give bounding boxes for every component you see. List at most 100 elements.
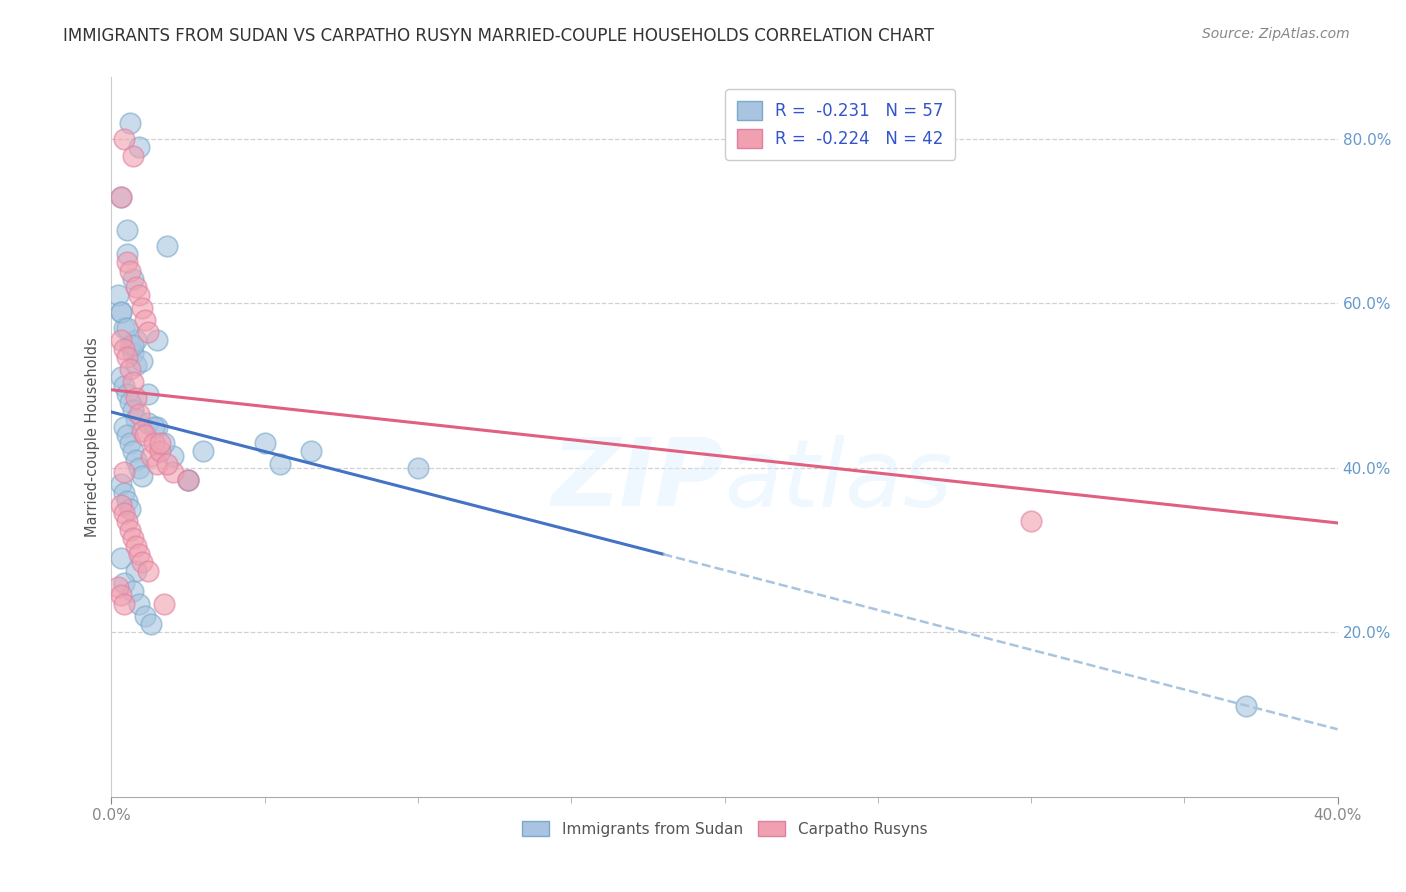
Point xyxy=(193,444,215,458)
Legend: R =  -0.231   N = 57, R =  -0.224   N = 42: R = -0.231 N = 57, R = -0.224 N = 42 xyxy=(725,89,955,160)
Point xyxy=(141,449,163,463)
Point xyxy=(118,395,141,409)
Point xyxy=(118,362,141,376)
Point xyxy=(136,416,159,430)
Point xyxy=(112,419,135,434)
Y-axis label: Married-couple Households: Married-couple Households xyxy=(86,337,100,537)
Point xyxy=(110,370,132,384)
Point xyxy=(146,419,169,434)
Point xyxy=(177,473,200,487)
Point xyxy=(118,523,141,537)
Point xyxy=(134,428,156,442)
Point xyxy=(1234,699,1257,714)
Point xyxy=(115,493,138,508)
Point xyxy=(177,473,200,487)
Point xyxy=(125,539,148,553)
Point xyxy=(128,597,150,611)
Point xyxy=(110,334,132,348)
Point xyxy=(122,148,145,162)
Point xyxy=(107,580,129,594)
Point xyxy=(125,391,148,405)
Point xyxy=(118,337,141,351)
Point xyxy=(112,321,135,335)
Point xyxy=(125,334,148,348)
Point xyxy=(122,403,145,417)
Point xyxy=(128,288,150,302)
Point xyxy=(155,239,177,253)
Point xyxy=(112,576,135,591)
Point xyxy=(299,444,322,458)
Point xyxy=(155,457,177,471)
Point xyxy=(131,424,153,438)
Point xyxy=(149,444,172,458)
Point xyxy=(115,222,138,236)
Point xyxy=(115,428,138,442)
Point xyxy=(122,337,145,351)
Point xyxy=(131,469,153,483)
Point xyxy=(112,485,135,500)
Point xyxy=(141,617,163,632)
Point xyxy=(112,378,135,392)
Point xyxy=(406,461,429,475)
Point xyxy=(125,358,148,372)
Point xyxy=(122,444,145,458)
Point xyxy=(269,457,291,471)
Point xyxy=(1019,514,1042,528)
Point xyxy=(131,354,153,368)
Point xyxy=(110,304,132,318)
Point xyxy=(253,436,276,450)
Point xyxy=(136,387,159,401)
Point xyxy=(112,465,135,479)
Point xyxy=(110,477,132,491)
Point xyxy=(115,321,138,335)
Point xyxy=(125,564,148,578)
Point xyxy=(107,288,129,302)
Point xyxy=(118,263,141,277)
Point xyxy=(143,419,166,434)
Text: IMMIGRANTS FROM SUDAN VS CARPATHO RUSYN MARRIED-COUPLE HOUSEHOLDS CORRELATION CH: IMMIGRANTS FROM SUDAN VS CARPATHO RUSYN … xyxy=(63,27,935,45)
Point xyxy=(112,342,135,356)
Point xyxy=(143,436,166,450)
Point xyxy=(152,436,174,450)
Point xyxy=(134,313,156,327)
Point xyxy=(125,280,148,294)
Point xyxy=(125,452,148,467)
Point xyxy=(122,272,145,286)
Point xyxy=(136,325,159,339)
Point xyxy=(112,132,135,146)
Point xyxy=(110,304,132,318)
Point xyxy=(128,140,150,154)
Point xyxy=(110,189,132,203)
Point xyxy=(136,564,159,578)
Point xyxy=(115,247,138,261)
Text: Source: ZipAtlas.com: Source: ZipAtlas.com xyxy=(1202,27,1350,41)
Point xyxy=(162,465,184,479)
Point xyxy=(146,334,169,348)
Point xyxy=(118,502,141,516)
Point xyxy=(110,588,132,602)
Point xyxy=(128,547,150,561)
Point xyxy=(125,411,148,425)
Point xyxy=(122,584,145,599)
Point xyxy=(110,551,132,566)
Point xyxy=(115,255,138,269)
Text: atlas: atlas xyxy=(724,434,953,525)
Point xyxy=(122,375,145,389)
Point xyxy=(146,457,169,471)
Point xyxy=(118,436,141,450)
Point xyxy=(162,449,184,463)
Point xyxy=(122,346,145,360)
Point xyxy=(152,597,174,611)
Point xyxy=(128,408,150,422)
Text: ZIP: ZIP xyxy=(551,434,724,526)
Point xyxy=(131,556,153,570)
Point xyxy=(122,531,145,545)
Point xyxy=(112,597,135,611)
Point xyxy=(149,436,172,450)
Point xyxy=(134,608,156,623)
Point xyxy=(110,189,132,203)
Point xyxy=(128,461,150,475)
Point xyxy=(177,473,200,487)
Point xyxy=(118,115,141,129)
Point xyxy=(115,514,138,528)
